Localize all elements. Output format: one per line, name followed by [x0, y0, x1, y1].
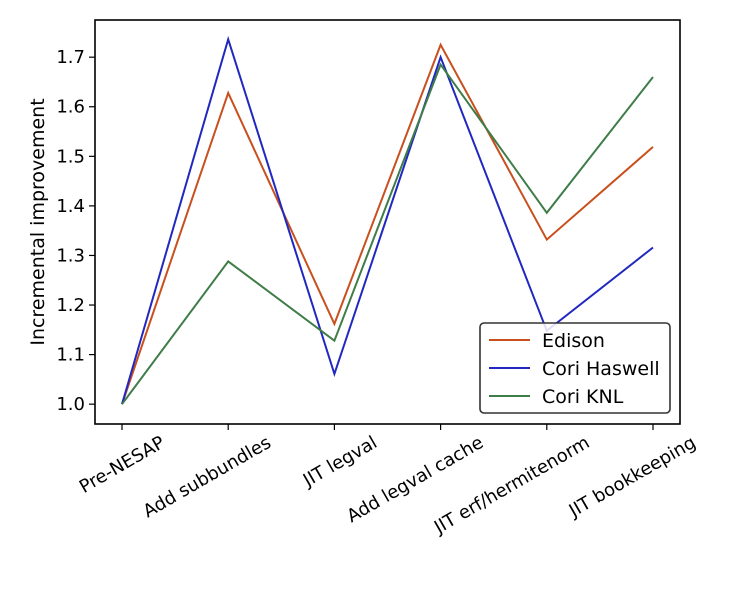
legend: Edison Cori Haswell Cori KNL: [479, 322, 671, 414]
y-tick-label: 1.2: [56, 295, 85, 316]
legend-entry: Cori Haswell: [542, 358, 660, 380]
series-line-1: [121, 35, 654, 405]
y-tick-label: 1.0: [56, 394, 85, 415]
legend-entry: Cori KNL: [542, 386, 624, 408]
x-tick-label: JIT legval: [299, 432, 381, 491]
y-tick-label: 1.7: [56, 47, 85, 68]
plot-frame: [94, 19, 681, 425]
y-tick-label: 1.6: [56, 97, 85, 118]
legend-box: [479, 322, 671, 414]
y-tick-label: 1.1: [56, 345, 85, 366]
series-line-2: [121, 62, 654, 405]
y-tick-label: 1.5: [56, 146, 85, 167]
series-layer: [121, 35, 654, 405]
legend-entry: Edison: [542, 330, 605, 352]
y-axis-label: Incremental improvement: [27, 98, 49, 345]
y-tick-label: 1.4: [56, 196, 85, 217]
series-line-0: [121, 42, 654, 405]
x-tick-label: Pre-NESAP: [76, 432, 169, 498]
y-tick-label: 1.3: [56, 245, 85, 266]
